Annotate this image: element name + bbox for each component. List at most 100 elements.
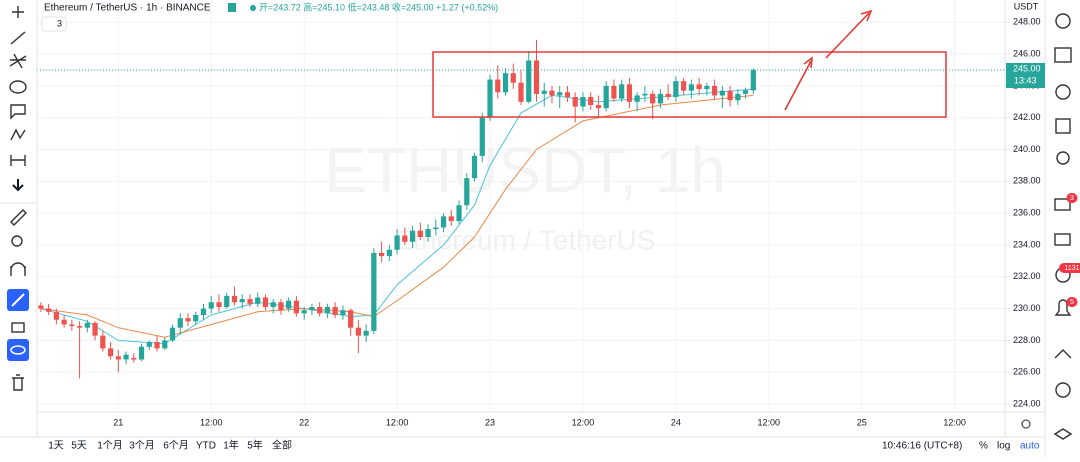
settings-icon[interactable] xyxy=(1021,419,1031,429)
symbol-title[interactable]: Ethereum / TetherUS · 1h · BINANCE xyxy=(44,3,211,14)
candle-body xyxy=(518,82,524,102)
y-tick-label: 236.00 xyxy=(1013,208,1041,218)
icon-chat[interactable] xyxy=(1054,198,1071,211)
range-button[interactable]: 3个月 xyxy=(129,440,155,452)
candle-body xyxy=(712,85,718,96)
candle-body xyxy=(456,205,462,222)
indicator-count[interactable]: 3 xyxy=(57,18,62,28)
icon-layers[interactable] xyxy=(1053,428,1073,440)
candle-body xyxy=(696,84,702,90)
range-button[interactable]: 1年 xyxy=(223,439,239,452)
range-button[interactable]: YTD xyxy=(196,441,216,452)
candle-body xyxy=(595,104,602,109)
tool-arrow[interactable] xyxy=(12,179,24,192)
tool-fib[interactable] xyxy=(9,53,27,69)
candle-body xyxy=(38,305,44,309)
candle-body xyxy=(76,326,83,328)
x-tick-label: 12:00 xyxy=(758,417,781,427)
range-button[interactable]: 1天 xyxy=(48,441,64,452)
candle-body xyxy=(247,299,253,304)
percent-toggle[interactable]: % xyxy=(979,441,988,452)
candle-body xyxy=(255,297,261,304)
range-button[interactable]: 5年 xyxy=(247,439,263,452)
candle-body xyxy=(169,327,176,341)
candle-body xyxy=(394,235,400,250)
x-tick-label: 12:00 xyxy=(943,417,966,427)
range-button[interactable]: 全部 xyxy=(272,439,292,452)
annotation-box[interactable] xyxy=(432,51,947,118)
tool-measure[interactable] xyxy=(10,155,26,166)
x-tick-label: 25 xyxy=(857,417,867,427)
candle-body xyxy=(309,307,315,311)
tool-zoom[interactable] xyxy=(11,235,23,247)
candle-body xyxy=(84,322,90,328)
icon-hotlist[interactable] xyxy=(1054,349,1072,359)
tool-pattern[interactable] xyxy=(10,128,26,141)
candle-body xyxy=(657,93,663,104)
tool-lock[interactable] xyxy=(11,322,25,333)
icon-alarm[interactable] xyxy=(1055,13,1071,29)
x-tick-label: 12:00 xyxy=(386,417,409,427)
tool-ruler[interactable] xyxy=(10,209,27,226)
range-button[interactable]: 5天 xyxy=(71,441,87,452)
candle-body xyxy=(154,342,160,349)
candle-body xyxy=(742,90,749,94)
icon-calendar[interactable] xyxy=(1055,118,1071,134)
candle-body xyxy=(270,302,276,308)
candle-body xyxy=(495,79,501,93)
market-flag xyxy=(228,3,236,12)
candle-body xyxy=(619,84,625,99)
currency: USDT xyxy=(1014,1,1039,11)
auto-toggle[interactable]: auto xyxy=(1020,441,1040,452)
log-toggle[interactable]: log xyxy=(997,441,1010,452)
candle-body xyxy=(526,60,532,102)
candle-body xyxy=(46,308,52,312)
candle-body xyxy=(719,90,725,96)
tool-hide[interactable] xyxy=(7,339,29,361)
tool-text[interactable] xyxy=(10,104,26,120)
candle-body xyxy=(146,342,152,347)
candle-body xyxy=(177,318,183,328)
y-tick-label: 232.00 xyxy=(1013,271,1041,281)
indicator-toggle[interactable] xyxy=(41,16,67,32)
badge xyxy=(1066,297,1078,307)
candle-body xyxy=(588,97,594,105)
candle-body xyxy=(100,335,106,349)
annotation-arrow[interactable] xyxy=(784,56,813,111)
candle-body xyxy=(301,310,307,314)
candle-body xyxy=(642,93,648,96)
candle-body xyxy=(193,314,199,322)
candle-body xyxy=(510,73,516,83)
annotation-arrow[interactable] xyxy=(825,9,873,59)
range-button[interactable]: 6个月 xyxy=(163,440,189,452)
tool-line[interactable] xyxy=(10,31,26,45)
candle-body xyxy=(572,97,578,107)
icon-data[interactable] xyxy=(1055,84,1071,100)
status-dot xyxy=(250,5,256,11)
last-price-box xyxy=(1006,62,1045,88)
icon-notifications[interactable] xyxy=(1054,299,1072,316)
x-tick-label: 12:00 xyxy=(572,417,595,427)
y-tick-label: 226.00 xyxy=(1013,367,1041,377)
candle-body xyxy=(564,92,571,98)
candle-body xyxy=(138,346,145,360)
icon-more[interactable] xyxy=(1055,382,1071,398)
icon-ideas[interactable] xyxy=(1056,151,1070,165)
candle-body xyxy=(293,300,300,314)
candle-body xyxy=(92,322,98,336)
icon-watchlist[interactable] xyxy=(1054,47,1072,63)
tool-trash[interactable] xyxy=(12,374,24,391)
candle-body xyxy=(131,357,137,360)
badge xyxy=(1066,193,1078,203)
icon-messages[interactable] xyxy=(1054,233,1071,246)
candle-body xyxy=(634,95,640,102)
tool-cross[interactable] xyxy=(12,6,24,18)
tool-hide-icon xyxy=(10,345,26,355)
range-button[interactable]: 1个月 xyxy=(97,440,123,452)
candle-body xyxy=(479,117,485,156)
tool-magnet[interactable] xyxy=(10,262,26,276)
candle-body xyxy=(371,252,377,331)
tool-shape[interactable] xyxy=(9,80,27,94)
candle-body xyxy=(317,307,323,314)
candle-body xyxy=(224,295,230,308)
